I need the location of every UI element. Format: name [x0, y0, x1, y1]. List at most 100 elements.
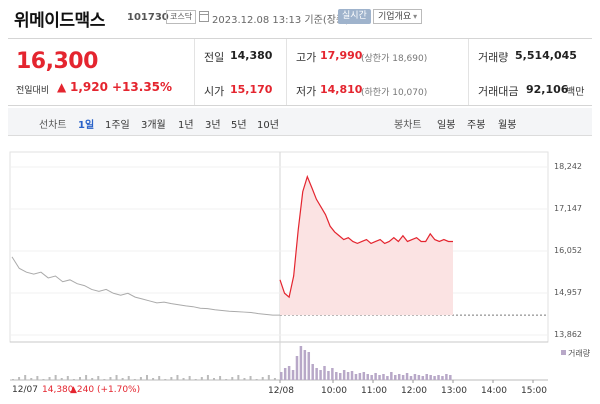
- volume-bar: [36, 376, 39, 380]
- volume-bar: [283, 368, 287, 380]
- tab-weekly[interactable]: 주봉: [467, 120, 486, 131]
- volume-bar: [182, 378, 185, 380]
- today-price-line: [279, 174, 453, 299]
- volume-bar: [97, 376, 100, 380]
- price-change: 1,920: [70, 80, 108, 94]
- y-tick-label: 18,242: [554, 162, 582, 171]
- tab-1year[interactable]: 1년: [178, 120, 194, 131]
- tab-monthly[interactable]: 월봉: [498, 120, 517, 131]
- x-tick-label: 12/08: [268, 386, 294, 396]
- volume-bar: [267, 375, 270, 380]
- volume-bar: [60, 378, 63, 380]
- tab-1day[interactable]: 1일: [78, 120, 95, 131]
- volume-bar: [18, 377, 21, 380]
- volume-bar: [401, 375, 405, 380]
- volume-bar: [176, 375, 179, 380]
- price-box: 16,300 전일대비 ▲ 1,920 +13.35%: [8, 39, 194, 105]
- tab-daily[interactable]: 일봉: [437, 120, 456, 131]
- x-tick-label: 11:00: [361, 386, 387, 396]
- tab-1week[interactable]: 1주일: [105, 120, 130, 131]
- volume-bar: [194, 379, 197, 380]
- amount-label: 거래대금: [478, 85, 519, 98]
- volume-bar: [409, 376, 413, 380]
- volume-bar: [323, 366, 326, 380]
- volume-bar: [121, 378, 124, 380]
- volume-bar: [342, 370, 346, 380]
- volume-bar: [48, 377, 51, 380]
- tab-5year[interactable]: 5년: [231, 120, 247, 131]
- open-label: 시가: [204, 85, 225, 98]
- x-tick-label: 12:00: [401, 386, 427, 396]
- open-value: 15,170: [230, 83, 273, 96]
- quote-panel: 16,300 전일대비 ▲ 1,920 +13.35% 전일 14,380 시가…: [8, 38, 592, 106]
- chart-tab-bar: 선차트 1일 1주일 3개월 1년 3년 5년 10년 봉차트 일봉 주봉 월봉: [8, 108, 592, 136]
- volume-bar: [354, 374, 358, 380]
- volume-bar: [382, 374, 385, 380]
- price-fill: [280, 176, 453, 316]
- line-chart-label: 선차트: [39, 120, 67, 131]
- volume-legend-swatch: [561, 350, 566, 355]
- volume-legend: 거래량: [568, 349, 591, 358]
- divider: [194, 39, 195, 105]
- volume-bar: [338, 373, 342, 380]
- volume-bar: [397, 374, 401, 380]
- watermark: [420, 335, 580, 385]
- high-value: 17,990: [320, 49, 363, 62]
- prev-day-line: [11, 256, 280, 316]
- lower-limit: (하한가 10,070): [361, 88, 428, 98]
- quote-datetime: 2023.12.08 13:13 기준(장중): [212, 15, 350, 26]
- tab-3year[interactable]: 3년: [205, 120, 221, 131]
- company-overview-button[interactable]: 기업개요 ▾: [373, 9, 423, 24]
- volume-bar: [362, 372, 366, 380]
- amount-unit: 백만: [566, 87, 585, 98]
- low-label: 저가: [296, 85, 317, 98]
- volume-bar: [243, 378, 246, 380]
- volume-bar: [139, 377, 142, 380]
- volume-bar: [307, 352, 311, 380]
- volume-bar: [158, 376, 161, 380]
- volume-bar: [390, 372, 393, 380]
- volume-bar: [413, 374, 417, 380]
- candle-chart-label: 봉차트: [394, 120, 422, 131]
- volume-bar: [366, 374, 369, 380]
- volume-bar: [66, 376, 69, 380]
- tab-10year[interactable]: 10년: [257, 120, 279, 131]
- volume-value: 5,514,045: [515, 49, 577, 62]
- volume-bar: [225, 379, 228, 380]
- volume-label: 거래량: [478, 51, 509, 64]
- volume-bar: [152, 378, 155, 380]
- x-tick-label: 14:00: [481, 386, 507, 396]
- x-tick-label: 15:00: [521, 386, 547, 396]
- volume-bar: [280, 372, 283, 380]
- x-tick-label: 13:00: [441, 386, 467, 396]
- up-arrow-icon: ▲: [57, 80, 67, 94]
- x-tick-label: 10:00: [321, 386, 347, 396]
- volume-bar: [295, 356, 299, 380]
- y-tick-label: 17,147: [554, 204, 582, 213]
- volume-bar: [12, 379, 14, 380]
- upper-limit: (상한가 18,690): [361, 54, 428, 64]
- volume-bar: [170, 377, 173, 380]
- current-price: 16,300: [16, 49, 98, 74]
- divider: [286, 39, 287, 105]
- volume-bar: [127, 376, 130, 380]
- prev-close-value: 14,380: [230, 49, 273, 62]
- volume-bar: [291, 370, 295, 380]
- stock-code: 101730: [127, 12, 169, 23]
- volume-bar: [72, 379, 75, 380]
- stock-name: 위메이드맥스: [14, 11, 105, 31]
- volume-bar: [315, 368, 318, 380]
- company-overview-label: 기업개요: [378, 12, 412, 22]
- volume-bar: [54, 375, 57, 380]
- volume-bar: [231, 377, 234, 380]
- volume-bar: [335, 372, 338, 380]
- volume-bar: [358, 373, 362, 380]
- y-tick-label: 13,862: [554, 330, 582, 339]
- volume-bar: [237, 375, 240, 380]
- tab-3month[interactable]: 3개월: [141, 120, 166, 131]
- amount-value: 92,106: [526, 83, 569, 96]
- realtime-button[interactable]: 실시간: [338, 9, 371, 24]
- change-label: 전일대비: [16, 86, 50, 96]
- y-tick-label: 14,957: [554, 288, 582, 297]
- volume-bar: [219, 376, 222, 380]
